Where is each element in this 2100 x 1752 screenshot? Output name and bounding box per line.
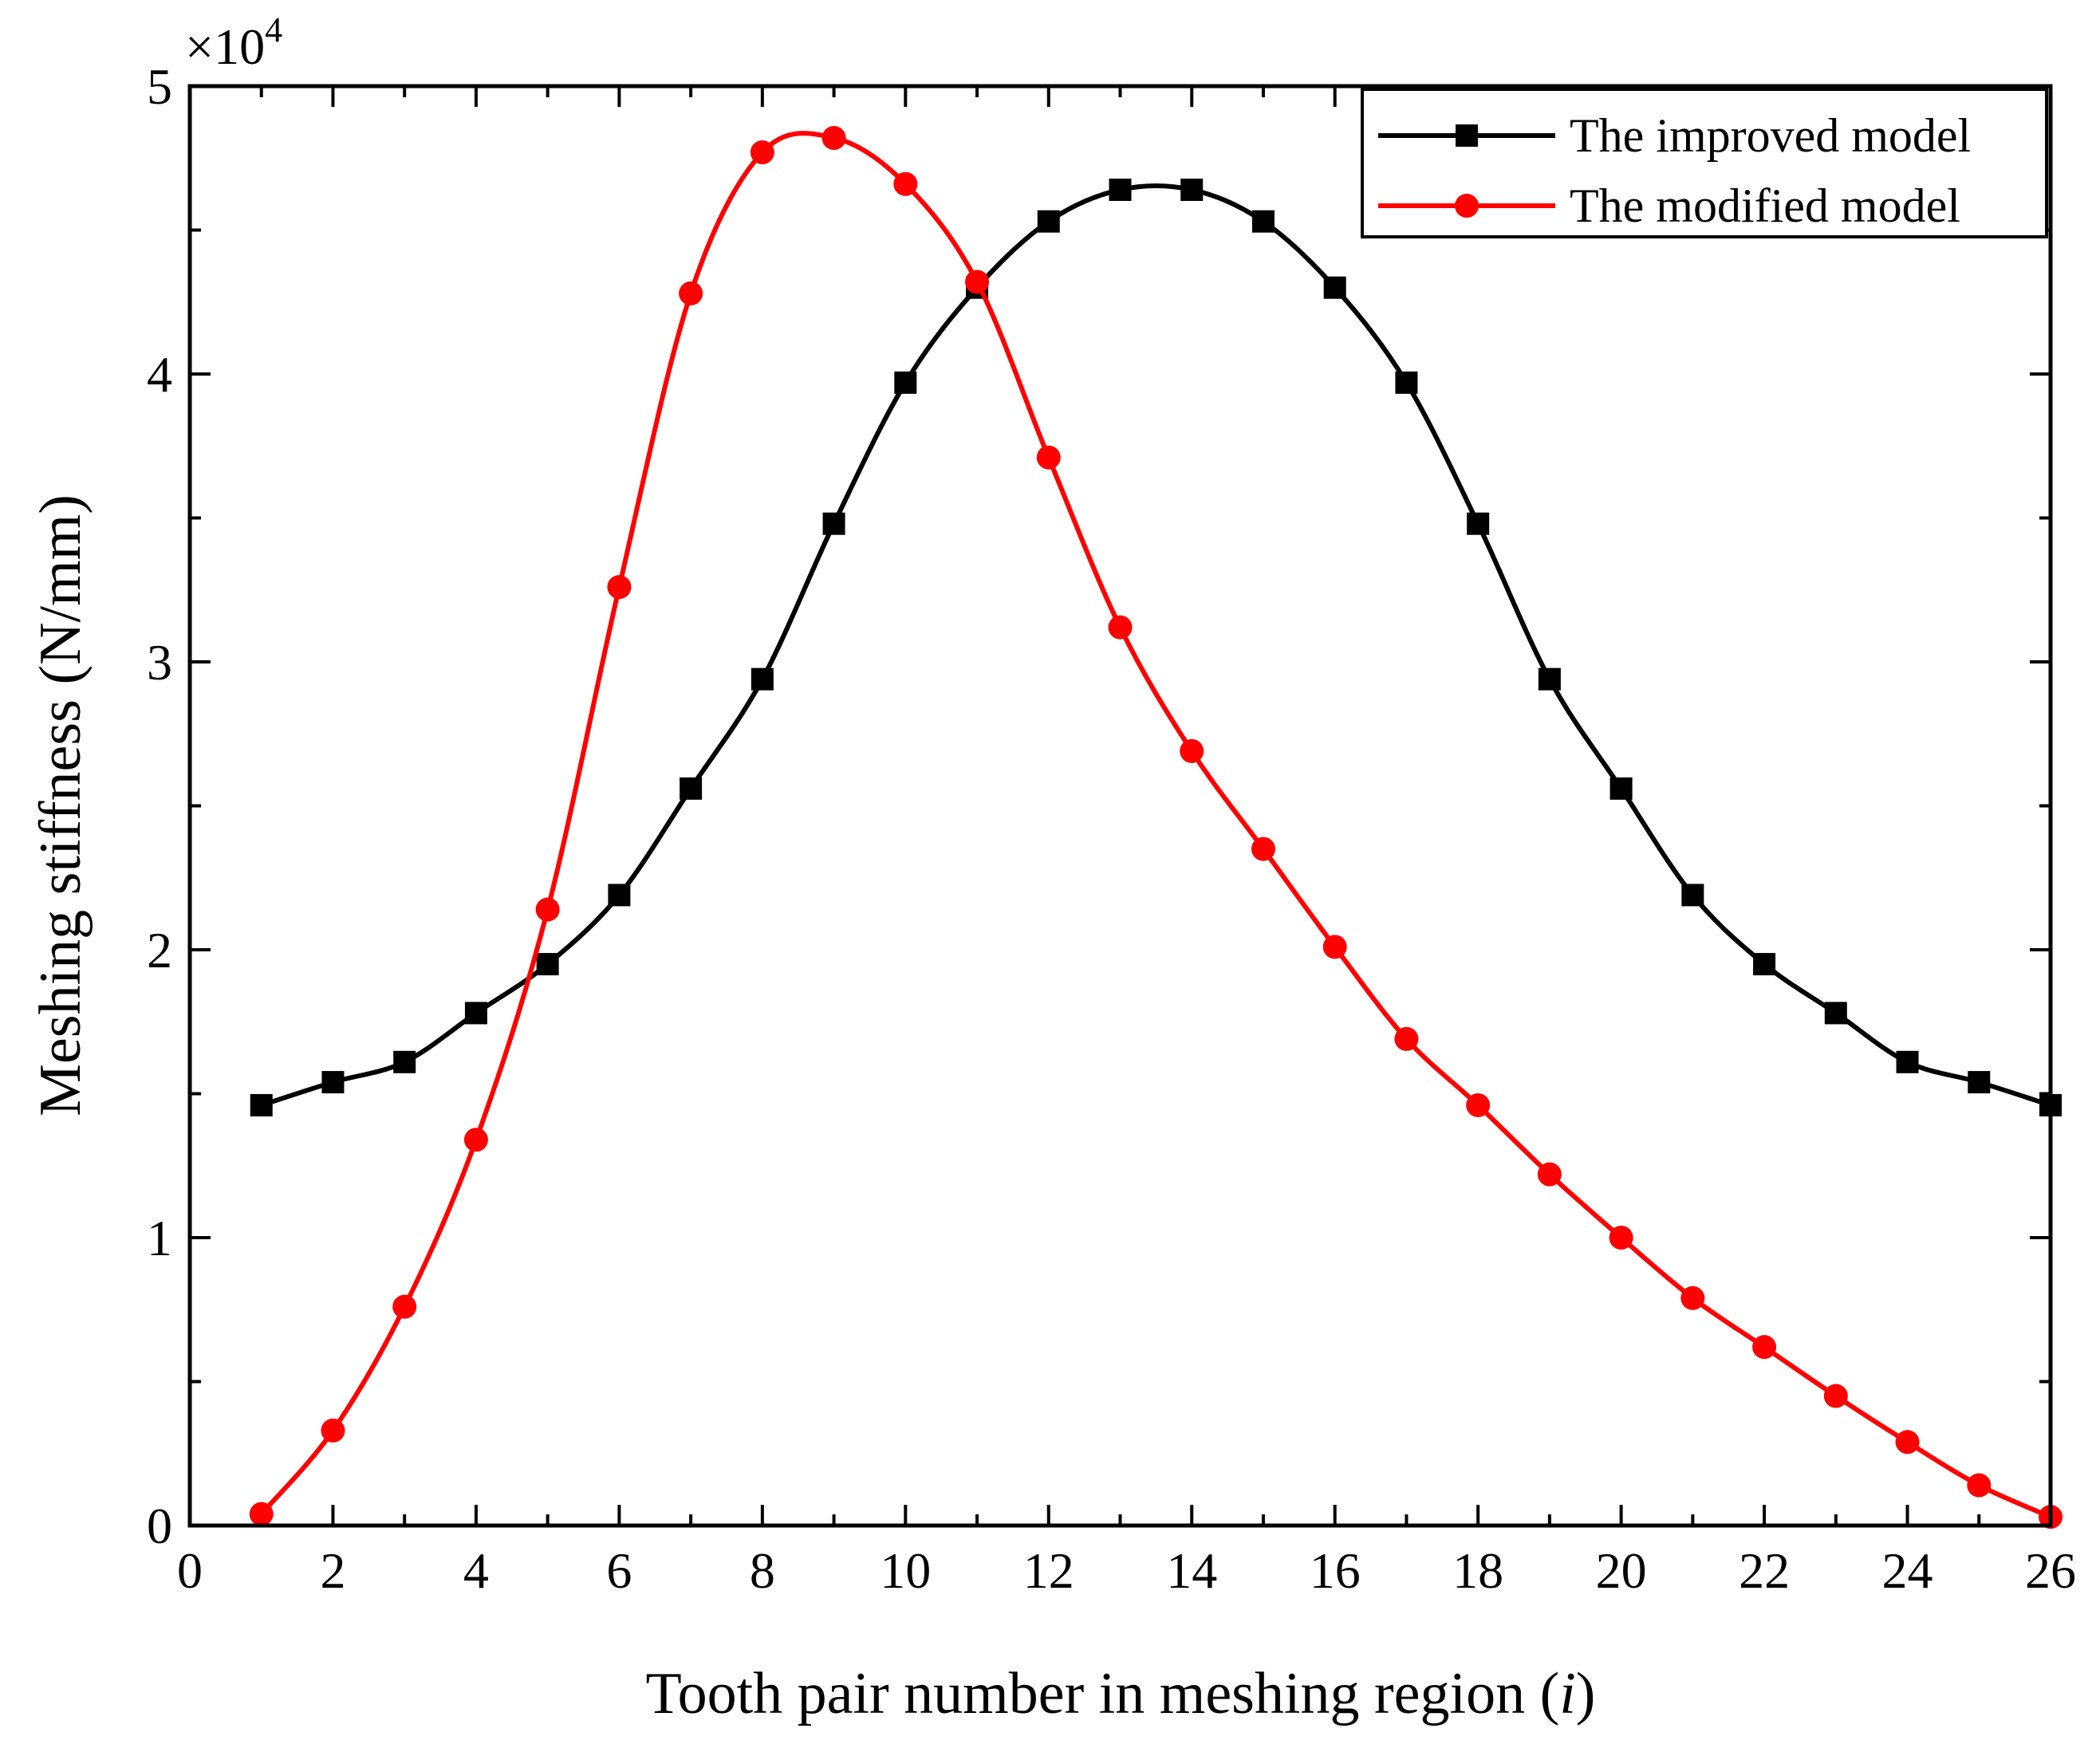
legend-entry-improved: The improved model <box>1378 109 1971 162</box>
data-point <box>1467 512 1490 535</box>
data-point <box>1395 371 1418 394</box>
data-point <box>893 171 918 196</box>
data-point <box>1322 935 1347 959</box>
x-tick-label: 4 <box>463 1542 489 1599</box>
legend-box <box>1361 88 2048 238</box>
x-tick-label: 22 <box>1739 1542 1790 1599</box>
series-layer <box>249 125 2063 1530</box>
y-tick-label: 2 <box>147 922 172 978</box>
data-point <box>1466 1093 1491 1117</box>
x-tick-label: 0 <box>177 1542 203 1599</box>
x-tick-label: 6 <box>606 1542 632 1599</box>
x-tick-label: 20 <box>1596 1542 1647 1599</box>
x-tick-label: 26 <box>2025 1542 2076 1599</box>
data-point <box>1823 1384 1848 1408</box>
data-point <box>965 270 990 294</box>
data-point <box>1537 1162 1562 1187</box>
data-point <box>1538 667 1561 691</box>
data-point <box>1394 1026 1419 1051</box>
data-point <box>1753 953 1776 976</box>
y-tick-label: 4 <box>147 346 172 403</box>
data-point <box>536 953 559 976</box>
data-point <box>680 777 703 800</box>
data-point <box>250 1093 273 1116</box>
data-point <box>392 1294 417 1319</box>
y-axis-title: Meshing stiffness (N/mm) <box>28 494 93 1116</box>
legend: The improved model The modified model <box>1361 88 2048 238</box>
data-point <box>1609 777 1633 800</box>
y-tick-label: 0 <box>147 1498 172 1554</box>
data-point <box>1251 837 1275 861</box>
x-tick-label: 18 <box>1452 1542 1503 1599</box>
data-point <box>751 667 774 691</box>
data-point <box>1180 178 1204 201</box>
data-point <box>1967 1473 1992 1498</box>
data-point <box>821 125 846 150</box>
data-point <box>463 1128 488 1152</box>
data-point <box>1680 1285 1705 1310</box>
data-point <box>1323 276 1346 299</box>
legend-marker-modified <box>1455 194 1479 218</box>
y-tick-label: 5 <box>147 58 172 115</box>
data-point <box>464 1002 487 1025</box>
data-point <box>822 512 845 535</box>
plot-frame <box>187 84 2053 1528</box>
x-tick-label: 14 <box>1166 1542 1217 1599</box>
data-point <box>1109 178 1132 201</box>
x-tick-label: 16 <box>1310 1542 1361 1599</box>
data-point <box>1896 1050 1919 1073</box>
series-line <box>260 183 2051 1108</box>
data-point <box>393 1050 416 1073</box>
legend-entry-modified: The modified model <box>1378 179 1960 232</box>
data-point <box>894 371 917 394</box>
series-modified <box>249 125 2063 1530</box>
x-tick-label: 2 <box>320 1542 345 1599</box>
y-multiplier: ×104 <box>185 10 282 75</box>
data-point <box>1968 1071 1991 1094</box>
x-tick-label: 12 <box>1023 1542 1074 1599</box>
x-tick-label: 8 <box>750 1542 775 1599</box>
data-point <box>1681 884 1704 907</box>
data-point <box>608 884 631 907</box>
data-point <box>1895 1430 1920 1455</box>
data-point <box>535 897 560 922</box>
x-tick-label: 10 <box>880 1542 931 1599</box>
data-point <box>1036 445 1061 470</box>
data-point <box>750 140 774 165</box>
data-point <box>321 1071 345 1094</box>
data-point <box>1037 210 1060 233</box>
data-point <box>1824 1002 1847 1025</box>
data-point <box>321 1418 345 1443</box>
data-point <box>1752 1335 1777 1360</box>
data-point <box>1251 210 1275 233</box>
legend-marker-improved <box>1456 124 1478 147</box>
x-tick-label: 24 <box>1882 1542 1933 1599</box>
data-point <box>1108 615 1133 640</box>
series-improved <box>250 178 2062 1116</box>
data-point <box>1609 1226 1633 1250</box>
data-point <box>1180 738 1204 763</box>
legend-label-modified: The modified model <box>1570 179 1960 232</box>
legend-label-improved: The improved model <box>1570 109 1971 162</box>
data-point <box>249 1502 274 1526</box>
data-point <box>607 575 632 600</box>
x-axis-title: Tooth pair number in meshing region (i) <box>646 1661 1596 1726</box>
data-point <box>679 281 703 305</box>
y-tick-label: 1 <box>147 1210 172 1266</box>
y-tick-label: 3 <box>147 634 172 691</box>
